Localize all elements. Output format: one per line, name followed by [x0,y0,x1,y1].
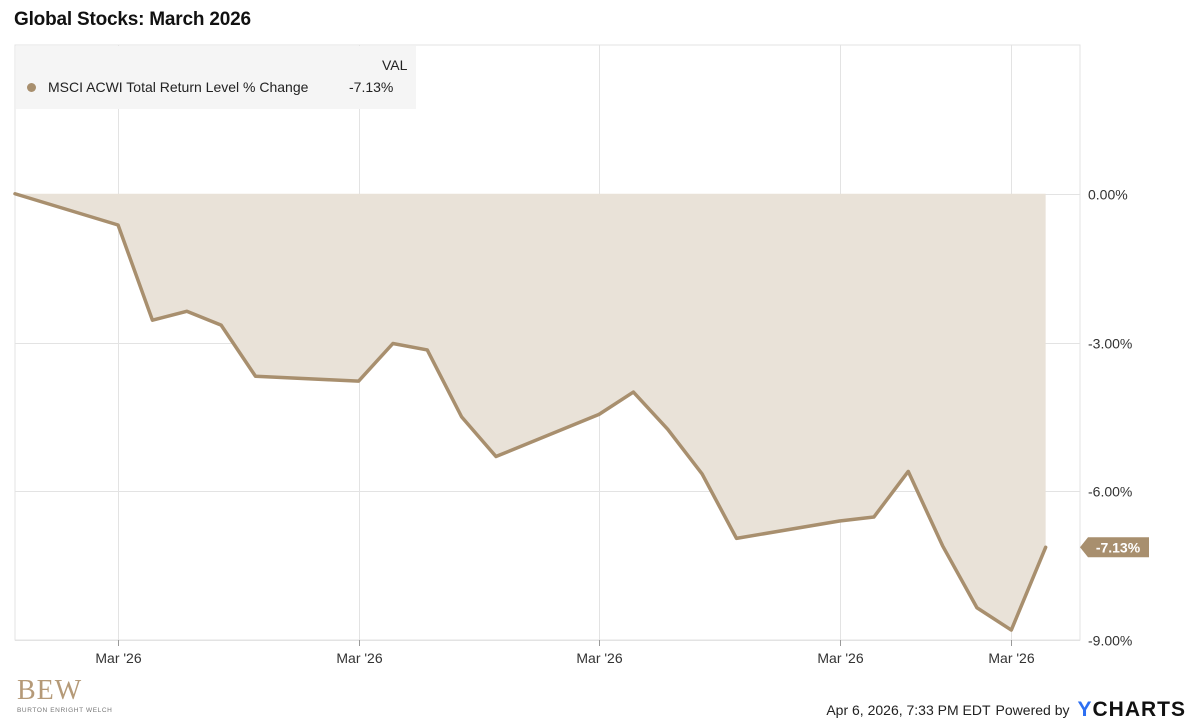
x-tick-label: Mar '26 [988,650,1034,666]
logo-subtitle: BURTON ENRIGHT WELCH [17,707,113,714]
logo-mark: BEW [17,675,83,706]
series-area-fill [15,193,1046,631]
plot-layer [13,192,1048,632]
last-value-label: -7.13% [1096,539,1141,555]
y-tick-label: -6.00% [1088,484,1132,500]
legend: VAL MSCI ACWI Total Return Level % Chang… [16,46,416,109]
bew-logo: BEW BURTON ENRIGHT WELCH [17,677,117,717]
series-line [13,192,1048,632]
ycharts-logo-text: CHARTS [1092,698,1186,721]
last-value-tag [1080,537,1149,558]
y-tick-label: 0.00% [1088,187,1128,203]
chart-title: Global Stocks: March 2026 [14,9,251,30]
y-tick-label: -3.00% [1088,336,1132,352]
y-tick-label: -9.00% [1088,633,1132,649]
footer-powered-by: Powered by [995,702,1070,718]
legend-dot-icon [27,83,36,92]
legend-series-name[interactable]: MSCI ACWI Total Return Level % Change [48,79,309,95]
footer-timestamp: Apr 6, 2026, 7:33 PM EDT [826,702,991,718]
axis-layer: 0.00% -3.00% -6.00% -9.00% Mar '26 Mar '26 Mar… [95,187,1149,666]
legend-header: VAL [382,57,408,73]
x-tick-label: Mar '26 [576,650,622,666]
legend-series-value: -7.13% [349,79,394,95]
x-tick-label: Mar '26 [817,650,863,666]
ycharts-logo-y: Y [1077,698,1093,721]
x-tick-label: Mar '26 [336,650,382,666]
ycharts-logo[interactable]: YCHARTS [1077,698,1186,722]
x-tick-label: Mar '26 [95,650,141,666]
footer: Apr 6, 2026, 7:33 PM EDT Powered by YCHA… [826,698,1186,722]
